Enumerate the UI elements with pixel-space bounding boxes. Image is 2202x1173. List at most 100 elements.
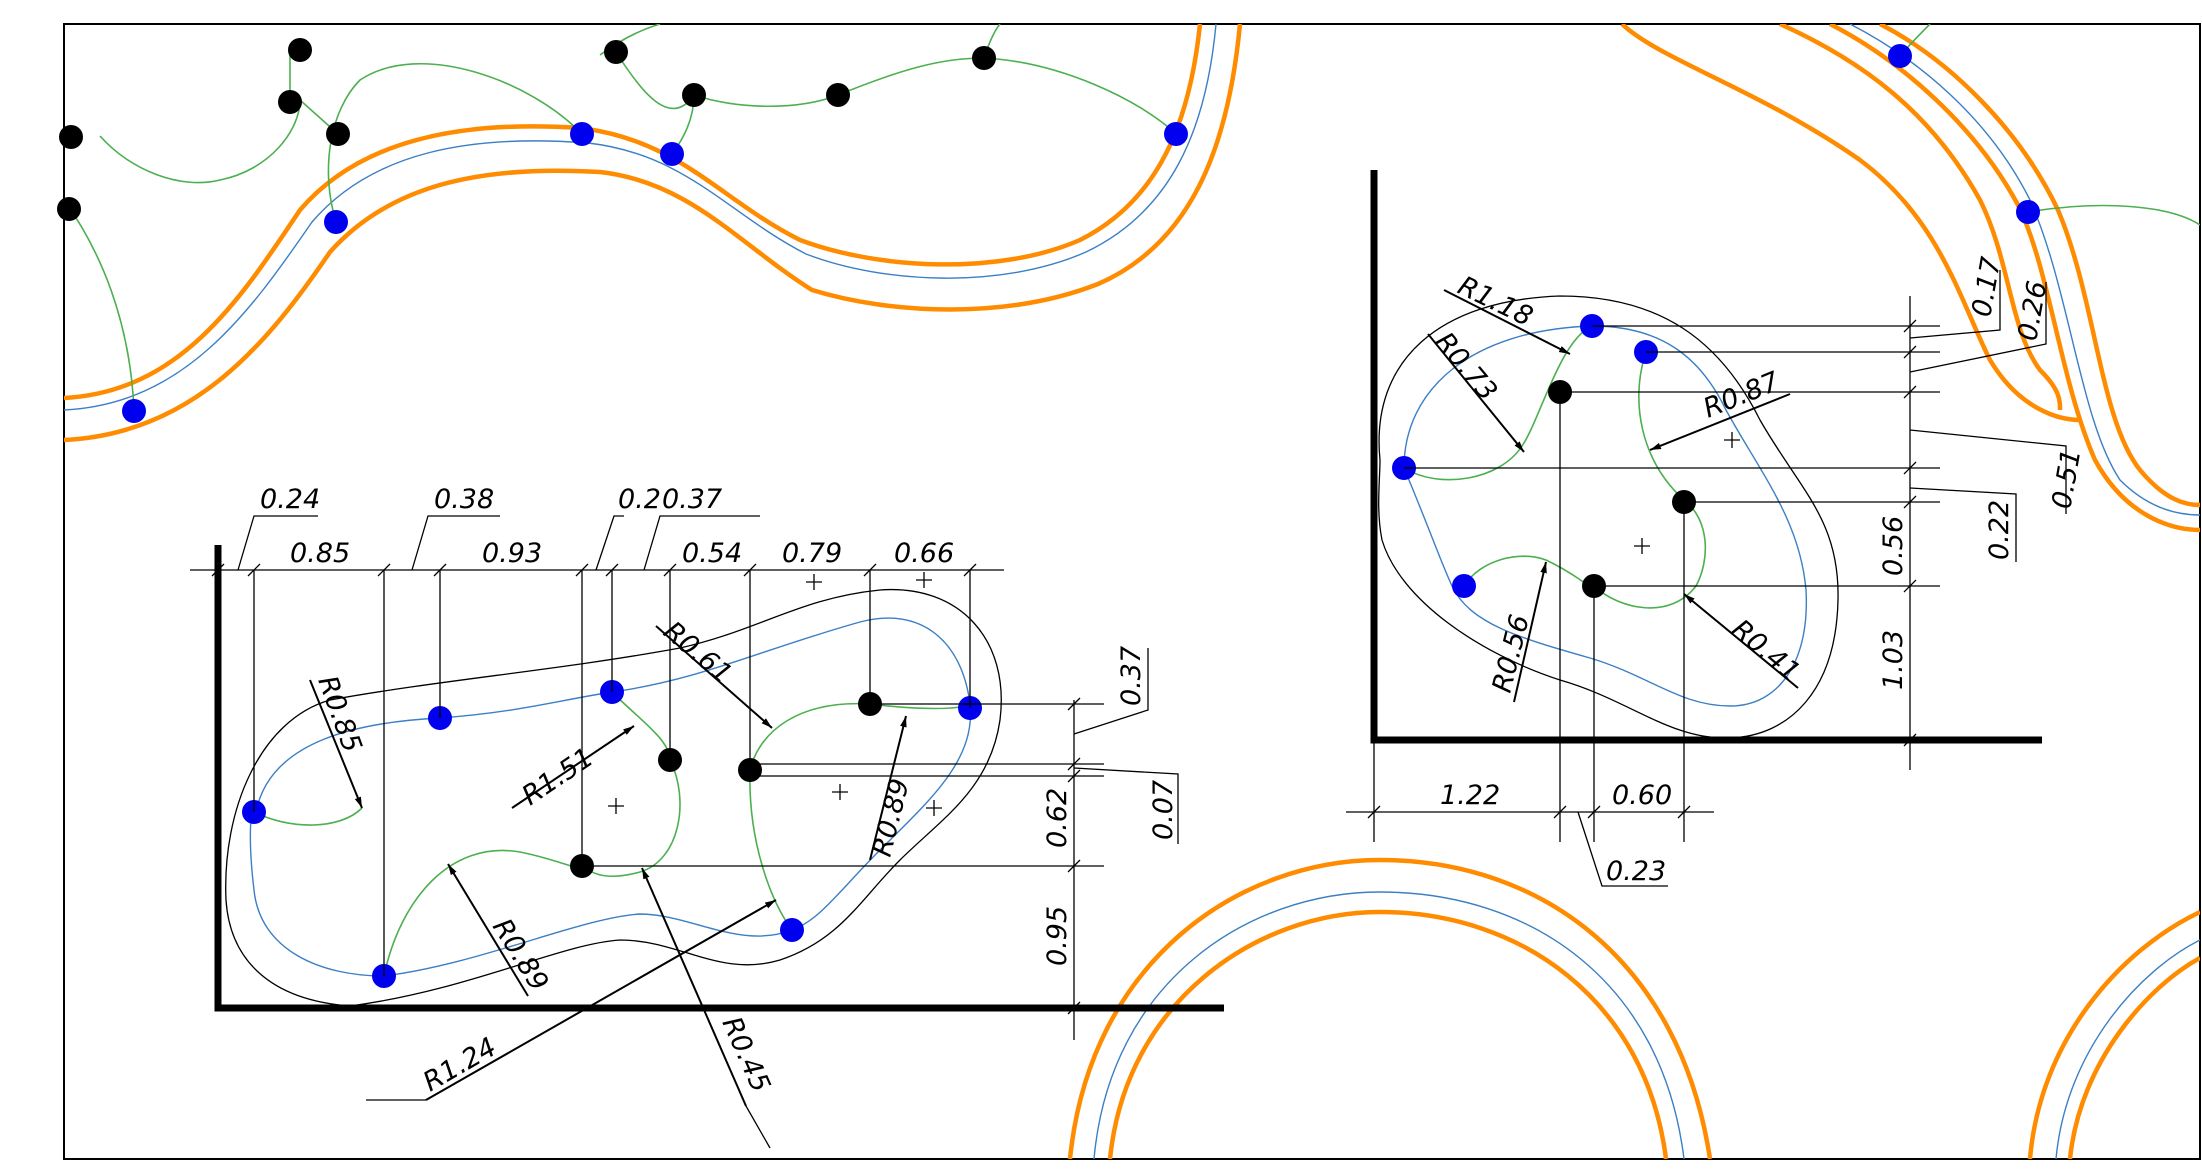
dim-0-26-vertical: 0.26 xyxy=(2012,279,2053,344)
radius-r0-85: R0.85 xyxy=(311,672,367,757)
tangent-point xyxy=(324,210,348,234)
center-point xyxy=(826,83,850,107)
track-outer-edge xyxy=(64,24,1203,401)
track-center-line-right xyxy=(1849,24,2200,516)
arc-center-marks xyxy=(1634,432,1740,554)
extension-lines xyxy=(1373,392,1685,842)
extension-lines xyxy=(582,703,1104,1009)
tangent-point xyxy=(570,122,594,146)
construction-arc xyxy=(64,199,135,411)
dim-0-2: 0.2 xyxy=(618,484,661,515)
radius-leader-extension xyxy=(366,1099,771,1149)
radius-leader xyxy=(1427,333,1525,453)
track-inner-edge xyxy=(64,24,1243,443)
tangent-point xyxy=(1452,574,1476,598)
bottom-arch-inner xyxy=(1107,909,1669,1159)
radius-leader xyxy=(447,863,529,997)
dim-0-22-vertical: 0.22 xyxy=(1984,500,2015,560)
radius-r1-24: R1.24 xyxy=(418,1032,502,1098)
bottom-arch-center xyxy=(1093,891,1685,1159)
dim-1-22: 1.22 xyxy=(1440,780,1500,811)
radius-leader xyxy=(655,625,773,729)
radius-leader xyxy=(869,715,907,861)
outer-outline xyxy=(225,588,1002,1007)
construction-arc xyxy=(253,807,363,826)
track-center-line xyxy=(64,24,1217,411)
construction-arc xyxy=(327,62,583,223)
dim-0-56-vertical: 0.56 xyxy=(1878,516,1909,576)
center-point xyxy=(326,122,350,146)
track-paths xyxy=(64,24,2200,1159)
dimension-ticks xyxy=(211,563,977,577)
extension-lines xyxy=(1404,325,1940,587)
bottom-right-arch-outer xyxy=(2027,909,2200,1159)
leader-lines xyxy=(237,515,760,571)
track-mid-edge-right xyxy=(1779,24,2063,411)
tangent-point xyxy=(122,399,146,423)
radius-leader xyxy=(1513,561,1547,703)
bottom-right-arch-inner xyxy=(2067,956,2200,1159)
wall-corner xyxy=(214,545,1224,1012)
radius-r0-45: R0.45 xyxy=(716,1012,776,1097)
center-point xyxy=(604,40,628,64)
center-point xyxy=(278,90,302,114)
center-point xyxy=(59,125,83,149)
dim-0-38: 0.38 xyxy=(434,484,494,515)
leader-lines xyxy=(1577,811,1668,887)
radius-leader xyxy=(511,725,635,809)
construction-arc xyxy=(581,691,681,878)
dim-0-60: 0.60 xyxy=(1612,780,1672,811)
dimension-ticks xyxy=(1067,697,1081,1015)
radius-leader xyxy=(641,867,747,1107)
radius-leader xyxy=(425,899,777,1101)
bottom-right-arch-center xyxy=(2055,939,2200,1159)
center-point xyxy=(972,46,996,70)
radius-r1-18: R1.18 xyxy=(1453,270,1537,332)
radius-r0-56: R0.56 xyxy=(1487,612,1536,696)
construction-arc xyxy=(749,769,793,931)
dim-0-66: 0.66 xyxy=(894,538,954,569)
dim-0-62-vertical: 0.62 xyxy=(1042,788,1073,848)
center-point xyxy=(288,38,312,62)
tangent-point xyxy=(780,918,804,942)
track-inner-edge-right-2 xyxy=(1828,24,2200,533)
construction-arc xyxy=(983,57,1177,135)
tangent-point xyxy=(2016,200,2040,224)
radius-leader xyxy=(1649,393,1791,451)
radius-r0-89-bottom: R0.89 xyxy=(486,913,554,996)
radius-leader xyxy=(1443,289,1571,355)
leader-lines xyxy=(1909,270,2067,562)
dim-0-37: 0.37 xyxy=(662,484,722,515)
outer-outline xyxy=(1378,295,1839,739)
construction-arc xyxy=(2027,204,2200,226)
dim-0-51-vertical: 0.51 xyxy=(2046,447,2087,512)
dim-1-03-vertical: 1.03 xyxy=(1878,630,1909,690)
top-track-points xyxy=(57,38,2040,423)
dim-0-17-vertical: 0.17 xyxy=(1966,255,2007,320)
track-inner-edge-right xyxy=(1878,24,2200,508)
track-outer-edge-right xyxy=(1620,24,2081,423)
radius-r0-89-right: R0.89 xyxy=(867,776,916,860)
construction-arc xyxy=(383,849,583,977)
tangent-point xyxy=(1888,44,1912,68)
bottom-arch-outer xyxy=(1067,857,1713,1159)
dim-0-79: 0.79 xyxy=(782,538,842,569)
construction-arc xyxy=(749,702,971,771)
right-detail: 1.22 0.60 0.23 0.17 0.26 0.51 0.22 0.56 … xyxy=(1346,170,2087,887)
left-detail: 0.24 0.85 0.38 0.93 0.2 0.37 0.54 0.79 0… xyxy=(190,484,1224,1149)
dim-0-54: 0.54 xyxy=(682,538,742,569)
radius-leader xyxy=(309,679,363,809)
tangent-point xyxy=(1164,122,1188,146)
radius-r0-41: R0.41 xyxy=(1726,614,1806,688)
dim-0-95-vertical: 0.95 xyxy=(1042,906,1073,966)
construction-arc xyxy=(615,51,695,110)
construction-arc xyxy=(1463,555,1595,588)
tangent-point xyxy=(660,142,684,166)
extension-lines xyxy=(253,570,971,976)
drawing-frame xyxy=(63,23,2201,1160)
dimension-ticks xyxy=(1903,319,1917,747)
dim-0-24: 0.24 xyxy=(260,484,320,515)
dim-0-93: 0.93 xyxy=(482,538,542,569)
construction-arc xyxy=(99,99,301,184)
